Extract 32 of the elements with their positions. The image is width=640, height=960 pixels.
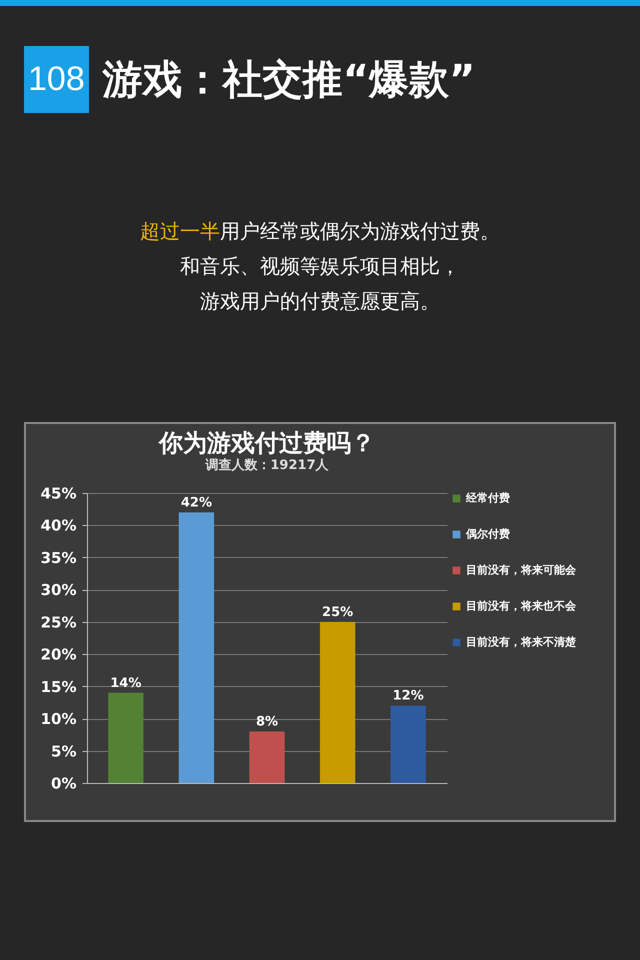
legend-label: 经常付费 <box>465 492 510 504</box>
text: 游戏：社交推“爆款” <box>102 56 476 104</box>
data-label: 12% <box>392 688 424 704</box>
bar <box>249 731 285 783</box>
y-tick-label: 25% <box>40 613 76 632</box>
y-tick-label: 40% <box>40 516 76 535</box>
chart-subtitle: 调查人数：19217人 <box>204 458 330 473</box>
y-tick-label: 0% <box>51 774 76 792</box>
legend-label: 目前没有，将来可能会 <box>466 564 577 576</box>
y-tick-label: 20% <box>40 646 76 664</box>
bar <box>320 622 356 783</box>
data-label: 42% <box>180 495 212 510</box>
legend-label: 目前没有，将来也不会 <box>466 600 577 612</box>
bar <box>390 706 426 783</box>
data-label: 8% <box>256 714 278 730</box>
data-label: 14% <box>110 676 142 691</box>
text: 超过一半 <box>140 219 220 243</box>
legend-label: 目前没有，将来不清楚 <box>466 636 577 648</box>
legend-label: 偶尔付费 <box>465 528 510 540</box>
y-tick-label: 5% <box>51 742 76 760</box>
text: 和音乐、视频等娱乐项目相比， <box>179 253 461 280</box>
y-tick-label: 10% <box>40 710 76 728</box>
bar <box>178 512 214 783</box>
bar <box>108 692 144 783</box>
text: 游戏用户的付费意愿更高。 <box>199 288 441 315</box>
y-tick-label: 35% <box>40 548 76 567</box>
y-tick-label: 45% <box>40 484 76 502</box>
chart-title: 你为游戏付过费吗？ <box>158 429 375 457</box>
data-label: 25% <box>322 604 354 620</box>
y-tick-label: 30% <box>40 581 76 600</box>
y-tick-label: 15% <box>40 678 76 696</box>
text: 108 <box>24 46 89 112</box>
